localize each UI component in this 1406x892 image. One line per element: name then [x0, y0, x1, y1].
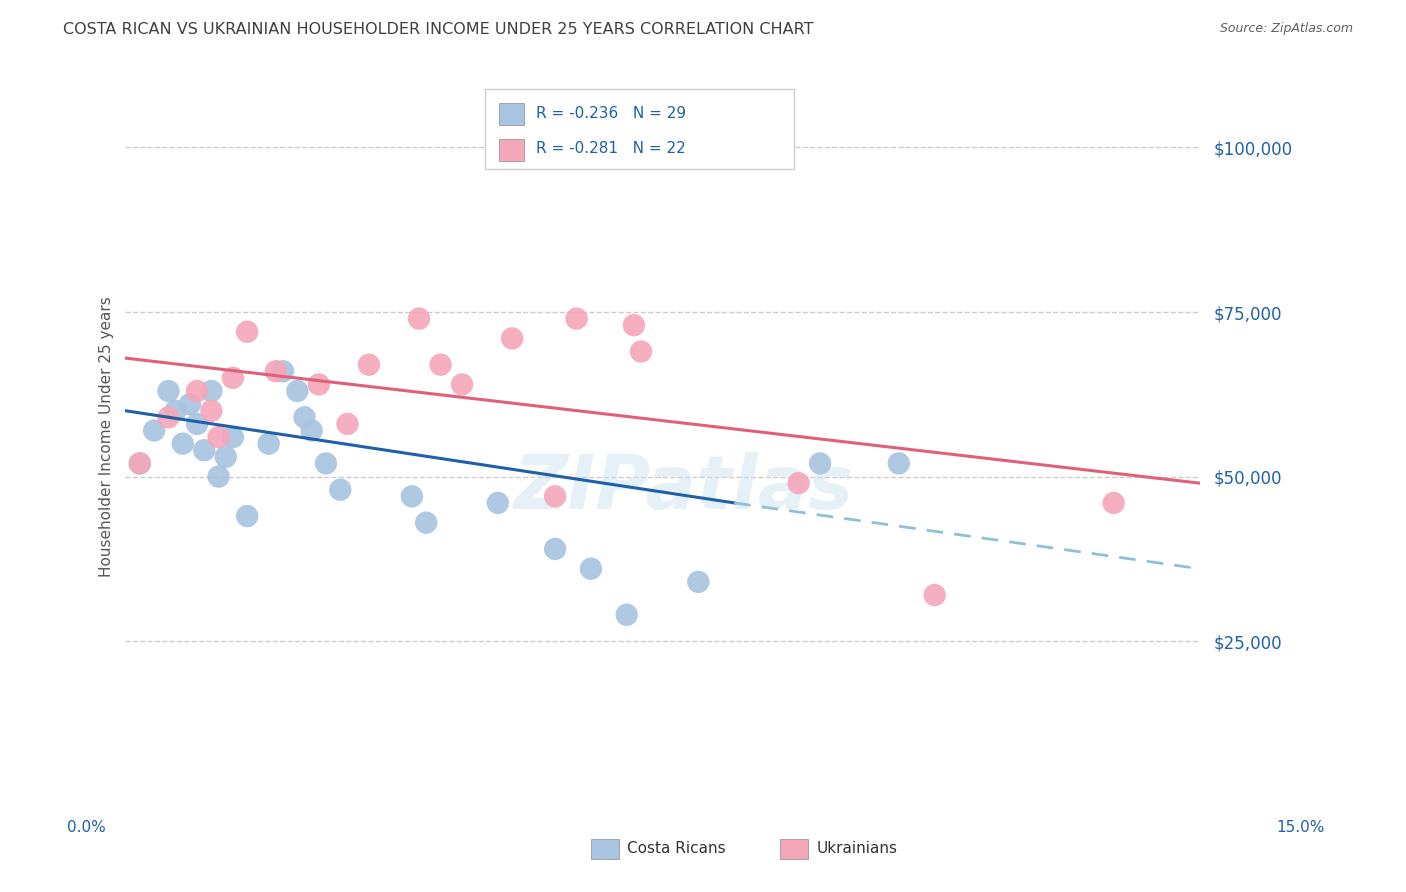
Point	[236, 509, 259, 524]
Point	[336, 417, 359, 431]
Point	[207, 469, 229, 483]
Point	[186, 384, 208, 398]
Point	[179, 397, 201, 411]
Point	[264, 364, 287, 378]
Point	[200, 403, 222, 417]
Point	[294, 410, 316, 425]
Text: R = -0.281   N = 22: R = -0.281 N = 22	[536, 141, 686, 156]
Point	[486, 496, 509, 510]
Point	[165, 403, 187, 417]
Point	[357, 358, 380, 372]
Point	[501, 331, 523, 345]
Point	[128, 457, 150, 471]
Point	[257, 436, 280, 450]
Point	[924, 588, 946, 602]
Point	[401, 489, 423, 503]
Point	[236, 325, 259, 339]
Point	[429, 358, 451, 372]
Point	[565, 311, 588, 326]
Point	[285, 384, 308, 398]
Text: Costa Ricans: Costa Ricans	[627, 841, 725, 855]
Text: Ukrainians: Ukrainians	[817, 841, 898, 855]
Point	[887, 457, 910, 471]
Point	[408, 311, 430, 326]
Point	[271, 364, 294, 378]
Point	[688, 574, 710, 589]
Text: COSTA RICAN VS UKRAINIAN HOUSEHOLDER INCOME UNDER 25 YEARS CORRELATION CHART: COSTA RICAN VS UKRAINIAN HOUSEHOLDER INC…	[63, 22, 814, 37]
Point	[157, 410, 180, 425]
Point	[193, 443, 215, 458]
Point	[451, 377, 474, 392]
Point	[544, 541, 567, 556]
Point	[143, 424, 166, 438]
Text: Source: ZipAtlas.com: Source: ZipAtlas.com	[1219, 22, 1353, 36]
Point	[128, 457, 150, 471]
Point	[200, 384, 222, 398]
Point	[222, 371, 245, 385]
Point	[808, 457, 831, 471]
Point	[157, 384, 180, 398]
Point	[616, 607, 638, 622]
Text: 0.0%: 0.0%	[67, 821, 107, 835]
Text: 15.0%: 15.0%	[1277, 821, 1324, 835]
Point	[1102, 496, 1125, 510]
Point	[630, 344, 652, 359]
Point	[415, 516, 437, 530]
Point	[623, 318, 645, 333]
Y-axis label: Householder Income Under 25 years: Householder Income Under 25 years	[100, 297, 114, 577]
Point	[186, 417, 208, 431]
Text: R = -0.236   N = 29: R = -0.236 N = 29	[536, 105, 686, 120]
Point	[207, 430, 229, 444]
Point	[315, 457, 337, 471]
Point	[172, 436, 194, 450]
Point	[329, 483, 352, 497]
Point	[308, 377, 330, 392]
Point	[222, 430, 245, 444]
Point	[215, 450, 238, 464]
Point	[787, 476, 810, 491]
Point	[544, 489, 567, 503]
Point	[579, 562, 602, 576]
Text: ZIPatlas: ZIPatlas	[515, 452, 853, 525]
Point	[301, 424, 323, 438]
